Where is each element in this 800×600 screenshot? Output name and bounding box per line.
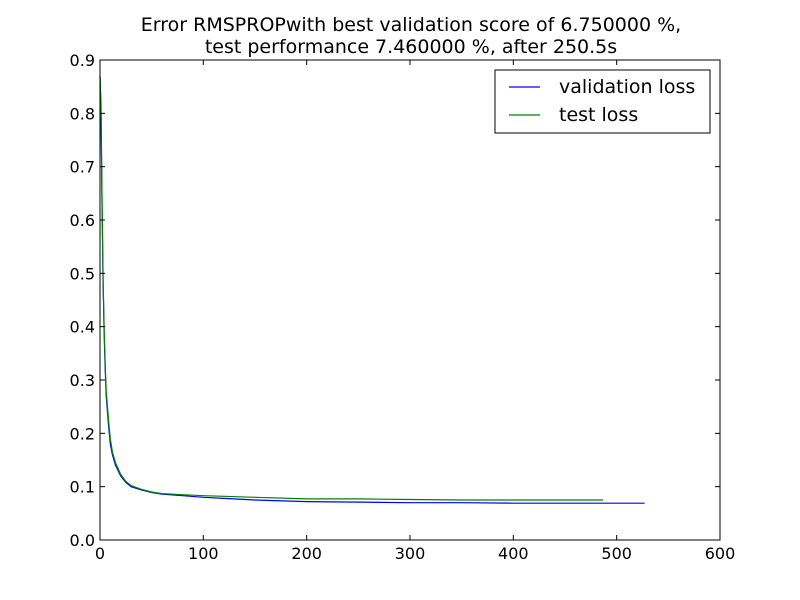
series-line-validation-loss [99,75,645,504]
series-line-test-loss [99,75,604,501]
y-tick-label: 0.8 [70,104,95,123]
series-layer [99,75,645,504]
y-tick-label: 0.4 [70,318,95,337]
x-tick-label: 100 [188,544,219,563]
y-tick-label: 0.0 [70,531,95,550]
x-tick-label: 500 [601,544,632,563]
chart-subtitle: test performance 7.460000 %, after 250.5… [205,36,617,58]
y-tick-label: 0.1 [70,478,95,497]
legend-box [494,69,711,134]
legend-label-validation-loss: validation loss [559,76,695,98]
y-tick-label: 0.2 [70,424,95,443]
legend: validation loss test loss [494,69,711,134]
x-tick-label: 200 [291,544,322,563]
y-tick-label: 0.9 [70,51,95,70]
x-tick-label: 600 [705,544,736,563]
chart-title: Error RMSPROPwith best validation score … [141,14,681,36]
y-tick-label: 0.7 [70,158,95,177]
y-tick-label: 0.6 [70,211,95,230]
plot-frame [99,59,721,541]
x-tick-label: 0 [95,544,105,563]
x-tick-label: 300 [395,544,426,563]
y-tick-label: 0.3 [70,371,95,390]
legend-label-test-loss: test loss [559,104,638,126]
x-tick-label: 400 [498,544,529,563]
y-tick-label: 0.5 [70,264,95,283]
tick-layer: 0 100 200 300 400 500 600 0.0 0.1 0.2 0.3 0.4 0.5 0.6… [70,51,736,563]
